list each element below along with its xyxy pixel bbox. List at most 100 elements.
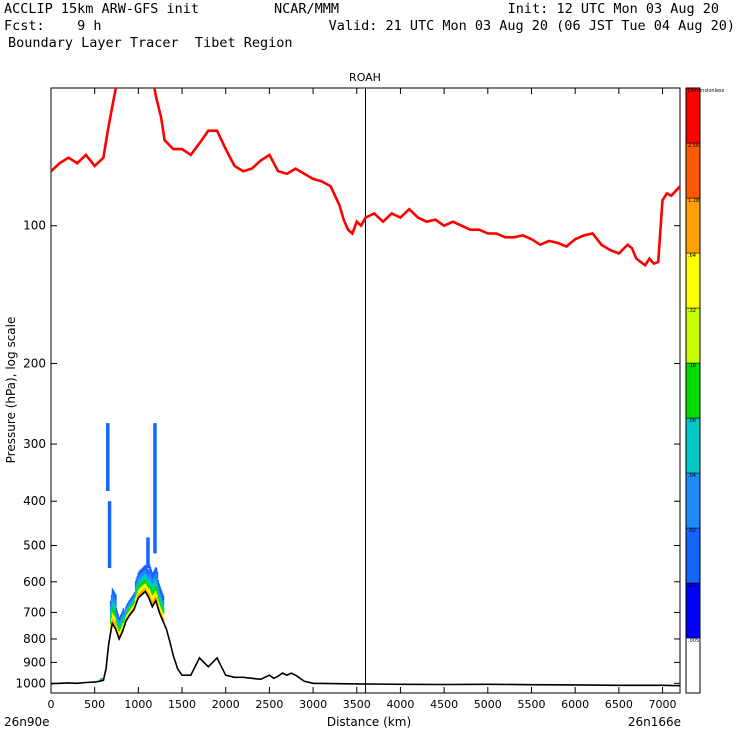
- y-axis-label: Pressure (hPa), log scale: [4, 317, 18, 464]
- tracer-cell: [133, 596, 135, 600]
- tracer-cell: [102, 678, 104, 679]
- tracer-cell: [102, 678, 104, 680]
- tracer-cell: [141, 576, 144, 582]
- tracer-cell: [154, 592, 156, 598]
- tracer-cell: [150, 587, 153, 593]
- tracer-cell: [127, 609, 130, 613]
- tracer-cell: [132, 594, 134, 598]
- tracer-cell: [124, 619, 126, 623]
- tracer-cell: [162, 595, 165, 601]
- tracer-cell: [136, 593, 139, 598]
- tracer-cell: [128, 602, 131, 606]
- tracer-cell: [149, 566, 152, 573]
- tracer-cell: [162, 617, 165, 622]
- tracer-cell: [121, 621, 124, 626]
- tracer-plume: [146, 537, 150, 569]
- colorbar-level-label: .32: [688, 308, 696, 314]
- tracer-cell: [136, 584, 139, 589]
- tracer-cell: [137, 586, 139, 591]
- x-tick-label: 5000: [474, 698, 502, 711]
- tracer-cell: [150, 581, 153, 588]
- tracer-cell: [157, 603, 160, 609]
- tracer-cell: [129, 601, 132, 605]
- x-tick-label: 2000: [212, 698, 240, 711]
- tracer-cell: [111, 612, 114, 619]
- tracer-cell: [126, 607, 128, 610]
- tracer-cell: [117, 631, 119, 636]
- tracer-cell: [143, 575, 146, 580]
- tracer-cell: [139, 574, 141, 580]
- tracer-cell: [134, 589, 137, 594]
- tracer-cell: [135, 582, 138, 588]
- tracer-cell: [100, 678, 102, 679]
- tracer-cell: [155, 591, 158, 597]
- tracer-cell: [140, 577, 143, 583]
- tracer-cell: [153, 593, 155, 600]
- tracer-cell: [101, 679, 103, 680]
- tracer-cell: [100, 678, 102, 680]
- tracer-cell: [135, 595, 138, 600]
- tracer-cell: [160, 607, 162, 612]
- tracer-cell: [140, 568, 143, 574]
- tracer-cell: [135, 578, 138, 583]
- tracer-cell: [118, 620, 120, 624]
- tracer-cell: [129, 606, 132, 610]
- colorbar-swatch: [685, 582, 701, 639]
- tracer-cell: [120, 623, 123, 628]
- tracer-cell: [150, 575, 153, 582]
- tracer-cell: [162, 609, 165, 614]
- tracer-cell: [161, 611, 164, 616]
- tracer-cell: [154, 597, 156, 603]
- tracer-cell: [150, 592, 153, 599]
- tracer-cell: [144, 569, 146, 575]
- tracer-cell: [159, 591, 161, 596]
- tracer-cell: [160, 611, 162, 616]
- tracer-cell: [133, 597, 136, 601]
- tracer-cell: [149, 572, 152, 579]
- tracer-cell: [161, 598, 164, 603]
- tracer-cell: [120, 629, 122, 633]
- tracer-cell: [114, 605, 116, 612]
- tracer-cell: [140, 574, 142, 579]
- tracer-cell: [113, 609, 115, 616]
- tracer-cell: [154, 573, 157, 580]
- tracer-cell: [120, 620, 123, 624]
- tracer-cell: [116, 629, 118, 633]
- chart-title: ROAH: [349, 71, 381, 84]
- tracer-cell: [146, 567, 148, 572]
- tracer-cell: [154, 568, 156, 576]
- tracer-cell: [112, 608, 115, 614]
- tracer-cell: [139, 592, 141, 597]
- tracer-plume: [106, 423, 110, 492]
- left-endpoint-label: 26n90e: [4, 715, 50, 729]
- tracer-cell: [114, 622, 116, 628]
- tracer-cell: [113, 615, 115, 621]
- tracer-cell: [148, 593, 151, 599]
- header-model-title: ACCLIP 15km ARW-GFS init: [4, 1, 200, 17]
- tracer-cell: [146, 589, 148, 594]
- x-tick-label: 1000: [124, 698, 152, 711]
- tracer-cell: [156, 594, 159, 600]
- tracer-cell: [133, 593, 135, 597]
- colorbar-swatch: [685, 637, 701, 694]
- y-tick-label: 300: [23, 437, 46, 451]
- x-tick-label: 3500: [343, 698, 371, 711]
- tracer-cell: [161, 613, 163, 618]
- tracer-cell: [117, 624, 119, 629]
- tracer-cell: [133, 591, 136, 595]
- tracer-cell: [140, 591, 142, 596]
- y-tick-label: 200: [23, 356, 46, 370]
- colorbar-swatch: [685, 307, 701, 364]
- colorbar-level-label: .005: [688, 638, 699, 644]
- tracer-cell: [139, 583, 141, 589]
- tracer-cell: [115, 594, 117, 601]
- tracer-cell: [127, 605, 129, 609]
- tracer-cell: [131, 601, 133, 605]
- colorbar-level-label: Dimensionless: [688, 88, 725, 94]
- tracer-cell: [136, 588, 139, 594]
- tracer-cell: [162, 604, 165, 610]
- tracer-cell: [124, 612, 126, 615]
- tracer-cell: [144, 578, 146, 584]
- tracer-cell: [111, 594, 114, 601]
